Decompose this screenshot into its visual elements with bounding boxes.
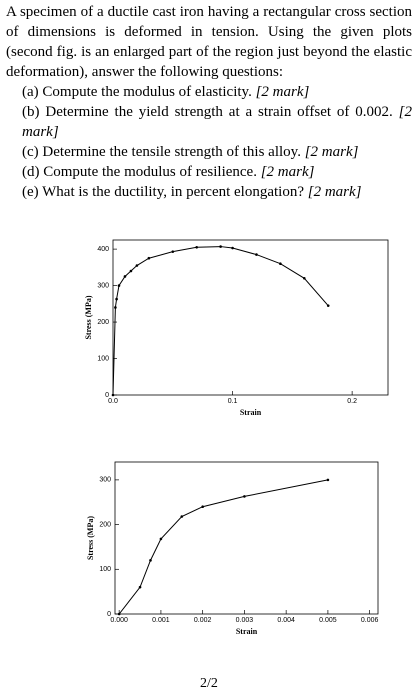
data-point bbox=[117, 612, 121, 616]
data-point bbox=[255, 253, 258, 256]
data-point bbox=[180, 515, 184, 518]
data-line bbox=[118, 479, 329, 615]
y-tick-label: 300 bbox=[99, 477, 111, 484]
question-label: (e) bbox=[22, 184, 39, 200]
data-point bbox=[117, 284, 121, 287]
y-tick-label: 0 bbox=[105, 392, 109, 399]
x-tick-label: 0.001 bbox=[152, 617, 170, 624]
question-text: Compute the modulus of resilience. bbox=[43, 164, 257, 180]
question-mark: [2 mark] bbox=[22, 104, 413, 140]
data-point bbox=[115, 297, 118, 301]
y-tick-label: 100 bbox=[99, 566, 111, 573]
y-axis-label: Stress (MPa) bbox=[84, 295, 93, 339]
y-tick-label: 300 bbox=[97, 282, 109, 289]
data-point bbox=[129, 269, 133, 273]
question: (c) Determine the tensile strength of th… bbox=[6, 142, 412, 162]
question-label: (c) bbox=[22, 144, 39, 160]
x-tick-label: 0.005 bbox=[319, 617, 337, 624]
data-point bbox=[135, 264, 139, 267]
x-tick-label: 0.2 bbox=[347, 398, 357, 405]
data-point bbox=[201, 505, 204, 509]
x-axis-label: Strain bbox=[236, 627, 258, 636]
question: (a) Compute the modulus of elasticity. [… bbox=[6, 82, 412, 102]
question-mark: [2 mark] bbox=[260, 164, 315, 180]
y-tick-label: 200 bbox=[97, 319, 109, 326]
data-point bbox=[123, 275, 127, 278]
data-point bbox=[231, 246, 234, 250]
question-label: (b) bbox=[22, 104, 40, 120]
data-point bbox=[171, 250, 175, 253]
question-text: Compute the modulus of elasticity. bbox=[42, 84, 252, 100]
data-point bbox=[147, 256, 151, 260]
x-axis-label: Strain bbox=[240, 408, 262, 417]
question: (e) What is the ductility, in percent el… bbox=[6, 182, 412, 202]
data-point bbox=[195, 245, 198, 249]
y-tick-label: 0 bbox=[107, 611, 111, 618]
x-tick-label: 0.0 bbox=[108, 398, 118, 405]
y-tick-label: 400 bbox=[97, 246, 109, 253]
question: (b) Determine the yield strength at a st… bbox=[6, 102, 412, 142]
data-point bbox=[159, 537, 163, 541]
data-point bbox=[111, 393, 115, 397]
data-point bbox=[149, 559, 152, 562]
question-text: What is the ductility, in percent elonga… bbox=[42, 184, 305, 200]
y-tick-label: 200 bbox=[99, 521, 111, 528]
question-text: Determine the tensile strength of this a… bbox=[42, 144, 301, 160]
question-mark: [2 mark] bbox=[304, 144, 359, 160]
document: A specimen of a ductile cast iron having… bbox=[6, 2, 412, 202]
question-mark: [2 mark] bbox=[255, 84, 310, 100]
x-tick-label: 0.002 bbox=[194, 617, 212, 624]
x-tick-label: 0.003 bbox=[236, 617, 254, 624]
question-list: (a) Compute the modulus of elasticity. [… bbox=[6, 82, 412, 202]
page-number: 2/2 bbox=[200, 676, 218, 691]
data-point bbox=[114, 306, 117, 309]
data-point bbox=[303, 276, 306, 280]
question: (d) Compute the modulus of resilience. [… bbox=[6, 162, 412, 182]
question-mark: [2 mark] bbox=[307, 184, 362, 200]
data-line bbox=[112, 246, 329, 396]
question-text: Determine the yield strength at a strain… bbox=[45, 104, 393, 120]
x-tick-label: 0.000 bbox=[110, 617, 128, 624]
data-point bbox=[243, 495, 246, 498]
plot-frame bbox=[114, 461, 379, 615]
plot-frame bbox=[112, 239, 389, 396]
data-point bbox=[326, 304, 330, 307]
x-tick-label: 0.006 bbox=[361, 617, 379, 624]
question-label: (a) bbox=[22, 84, 39, 100]
x-tick-label: 0.1 bbox=[228, 398, 238, 405]
data-point bbox=[138, 585, 142, 589]
question-label: (d) bbox=[22, 164, 40, 180]
x-tick-label: 0.004 bbox=[277, 617, 295, 624]
data-point bbox=[279, 262, 282, 266]
paragraph: A specimen of a ductile cast iron having… bbox=[6, 4, 412, 80]
data-point bbox=[326, 478, 330, 482]
y-axis-label: Stress (MPa) bbox=[86, 516, 95, 560]
y-tick-label: 100 bbox=[97, 355, 109, 362]
data-point bbox=[219, 245, 222, 248]
